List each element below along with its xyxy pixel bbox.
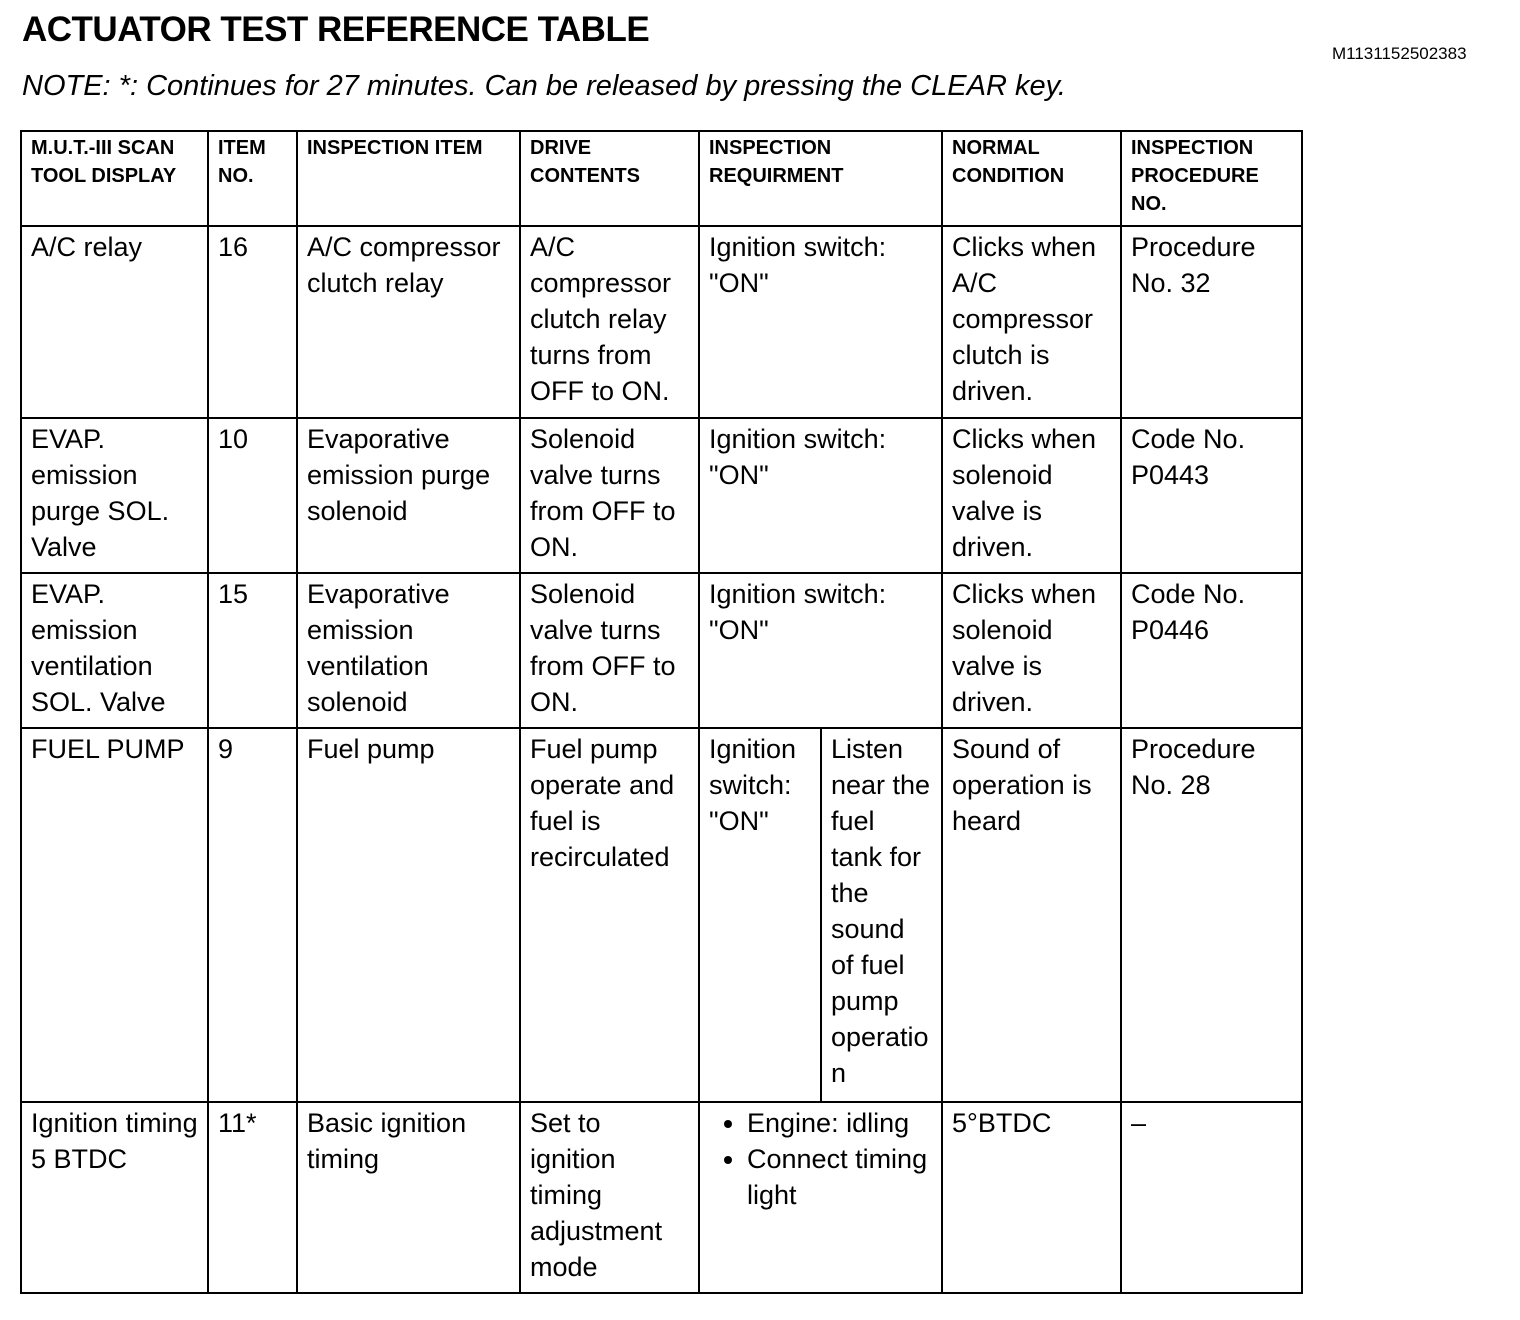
table-row: Ignition timing 5 BTDC 11* Basic ignitio… [20,1101,1303,1294]
cell-normal: Clicks when solenoid valve is driven. [941,572,1122,729]
cell-procedure: – [1120,1101,1303,1294]
header-row: M.U.T.-III SCAN TOOL DISPLAY ITEM NO. IN… [20,130,1303,227]
table-row: A/C relay 16 A/C compressor clutch relay… [20,225,1303,419]
header-item-no: ITEM NO. [207,130,298,227]
cell-inspection-item: A/C compressor clutch relay [296,225,521,419]
requirement-list-item: Engine: idling [747,1105,933,1141]
table-row: EVAP. emission ventilation SOL. Valve 15… [20,572,1303,729]
requirement-list: Engine: idling Connect timing light [709,1105,933,1213]
cell-display: EVAP. emission purge SOL. Valve [20,417,209,574]
actuator-test-table: M.U.T.-III SCAN TOOL DISPLAY ITEM NO. IN… [20,130,1303,1294]
cell-normal: Clicks when A/C compressor clutch is dri… [941,225,1122,419]
cell-inspection-item: Evaporative emission ventilation solenoi… [296,572,521,729]
cell-procedure: Code No. P0446 [1120,572,1303,729]
requirement-list-item: Connect timing light [747,1141,933,1213]
cell-item: 9 [207,727,298,1103]
header-scan-tool-display: M.U.T.-III SCAN TOOL DISPLAY [20,130,209,227]
cell-item: 16 [207,225,298,419]
cell-requirement: Ignition switch: "ON" [698,572,943,729]
cell-requirement: Ignition switch: "ON" [698,417,943,574]
cell-item: 11* [207,1101,298,1294]
cell-inspection-item: Fuel pump [296,727,521,1103]
cell-procedure: Code No. P0443 [1120,417,1303,574]
cell-drive: A/C compressor clutch relay turns from O… [519,225,700,419]
cell-display: EVAP. emission ventilation SOL. Valve [20,572,209,729]
table-row: EVAP. emission purge SOL. Valve 10 Evapo… [20,417,1303,574]
cell-normal: Sound of operation is heard [941,727,1122,1103]
cell-normal: 5°BTDC [941,1101,1122,1294]
cell-display: A/C relay [20,225,209,419]
header-inspection-procedure: INSPECTION PROCEDURE NO. [1120,130,1303,227]
cell-drive: Set to ignition timing adjustment mode [519,1101,700,1294]
cell-drive: Solenoid valve turns from OFF to ON. [519,572,700,729]
cell-requirement: Engine: idling Connect timing light [698,1101,943,1294]
table-row: FUEL PUMP 9 Fuel pump Fuel pump operate … [20,727,1303,1103]
cell-requirement: Ignition switch: "ON" [698,727,822,1103]
cell-requirement-detail: Listen near the fuel tank for the sound … [820,727,943,1103]
note: NOTE: *: Continues for 27 minutes. Can b… [22,70,1066,102]
header-normal-condition: NORMAL CONDITION [941,130,1122,227]
cell-display: FUEL PUMP [20,727,209,1103]
header-inspection-item: INSPECTION ITEM [296,130,521,227]
cell-display: Ignition timing 5 BTDC [20,1101,209,1294]
cell-drive: Fuel pump operate and fuel is recirculat… [519,727,700,1103]
cell-item: 10 [207,417,298,574]
cell-procedure: Procedure No. 28 [1120,727,1303,1103]
cell-inspection-item: Evaporative emission purge solenoid [296,417,521,574]
cell-procedure: Procedure No. 32 [1120,225,1303,419]
document-id: M1131152502383 [1332,44,1467,63]
header-inspection-requirement: INSPECTION REQUIRMENT [698,130,943,227]
cell-requirement: Ignition switch: "ON" [698,225,943,419]
header-drive-contents: DRIVE CONTENTS [519,130,700,227]
cell-normal: Clicks when solenoid valve is driven. [941,417,1122,574]
page-title: ACTUATOR TEST REFERENCE TABLE [22,10,650,49]
cell-item: 15 [207,572,298,729]
cell-inspection-item: Basic ignition timing [296,1101,521,1294]
cell-drive: Solenoid valve turns from OFF to ON. [519,417,700,574]
